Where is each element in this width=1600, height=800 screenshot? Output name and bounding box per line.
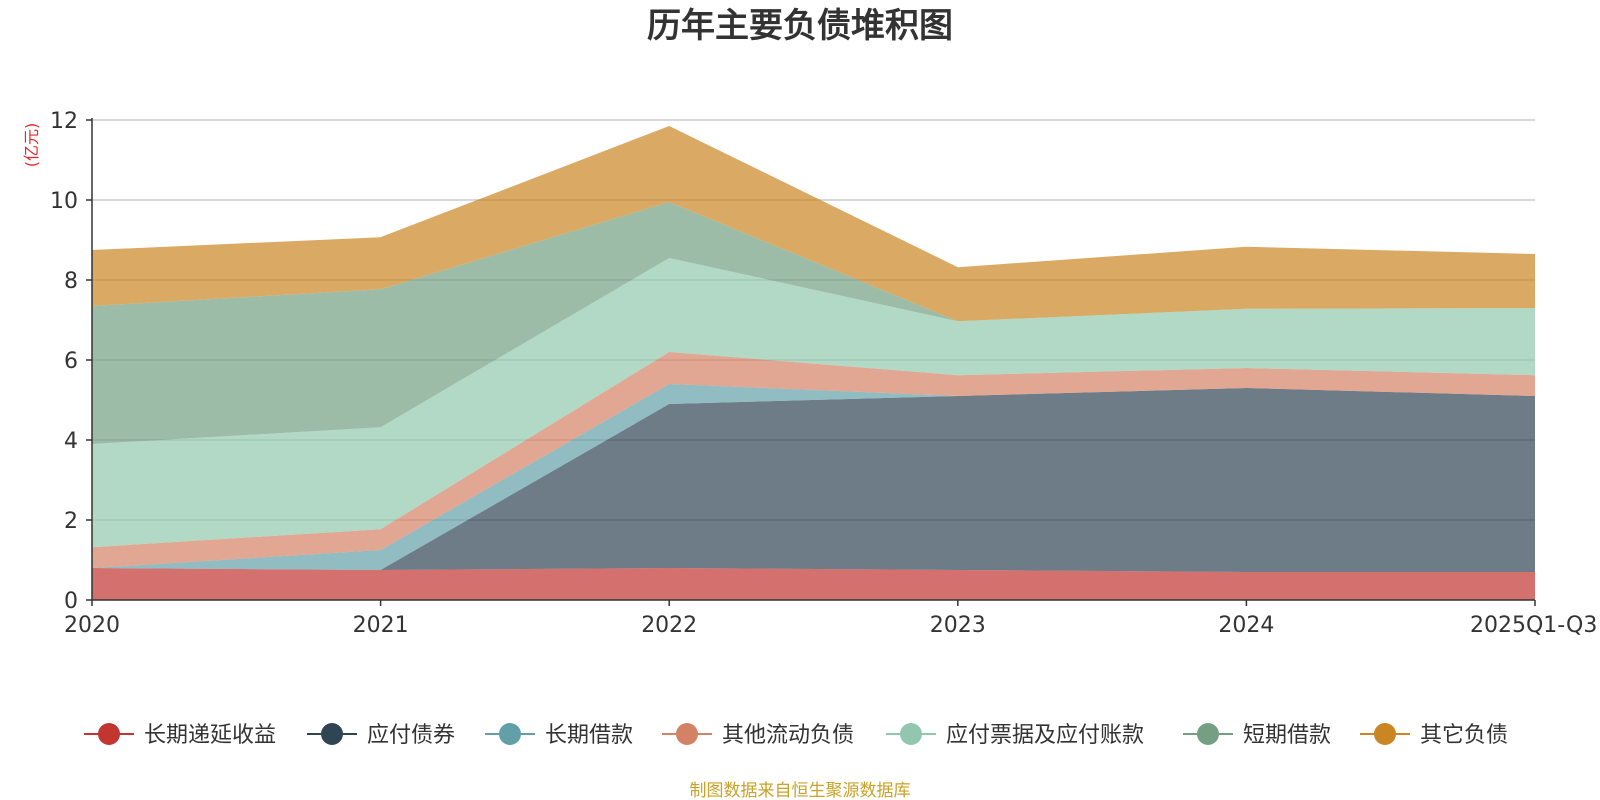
area-series-5 [92,258,1535,548]
legend-label: 其它负债 [1420,723,1508,748]
legend-marker [1374,723,1396,745]
area-series-3 [92,384,1535,570]
legend-item[interactable]: 长期借款 [485,723,633,748]
legend-item[interactable]: 其它负债 [1360,723,1508,748]
legend-label: 其他流动负债 [722,723,854,748]
axes: 0 2 4 6 8 10 12 2020 2021 2022 2023 2024 2025Q1-Q3 [50,109,1597,638]
legend-marker [1197,723,1219,745]
area-series-4 [92,352,1535,568]
legend-marker [321,723,343,745]
y-tick-label: 6 [64,349,78,374]
legend-item[interactable]: 长期递延收益 [84,723,276,748]
legend-label: 应付债券 [367,723,455,748]
y-axis-unit: (亿元) [22,123,41,168]
area-series-2 [92,388,1535,572]
legend-marker [98,723,120,745]
x-tick-label: 2025Q1-Q3 [1470,613,1597,638]
y-tick-label: 8 [64,269,78,294]
area-series [92,126,1535,600]
legend-label: 长期递延收益 [144,723,276,748]
x-tick-label: 2024 [1218,613,1274,638]
legend-item[interactable]: 应付债券 [307,723,455,748]
x-tick-label: 2021 [353,613,409,638]
legend-label: 长期借款 [545,723,633,748]
area-series-1 [92,568,1535,600]
x-tick-label: 2022 [641,613,697,638]
legend-marker [499,723,521,745]
x-tick-label: 2023 [930,613,986,638]
legend-item[interactable]: 其他流动负债 [662,723,854,748]
legend-marker [900,723,922,745]
legend-marker [676,723,698,745]
source-note: 制图数据来自恒生聚源数据库 [690,781,911,800]
area-series-6 [92,202,1535,444]
y-tick-label: 12 [50,109,78,134]
x-tick-label: 2020 [64,613,120,638]
legend-item[interactable]: 应付票据及应付账款 [886,723,1144,748]
chart-title: 历年主要负债堆积图 [647,6,953,46]
legend-label: 应付票据及应付账款 [946,723,1144,748]
y-tick-label: 10 [50,189,78,214]
legend: 长期递延收益 应付债券 长期借款 其他流动负债 应付票据及应付账款 短期借款 其它负债 [84,723,1508,748]
y-tick-label: 0 [64,589,78,614]
area-series-7 [92,126,1535,322]
legend-label: 短期借款 [1243,723,1331,748]
legend-item[interactable]: 短期借款 [1183,723,1331,748]
y-tick-label: 2 [64,509,78,534]
y-tick-label: 4 [64,429,78,454]
